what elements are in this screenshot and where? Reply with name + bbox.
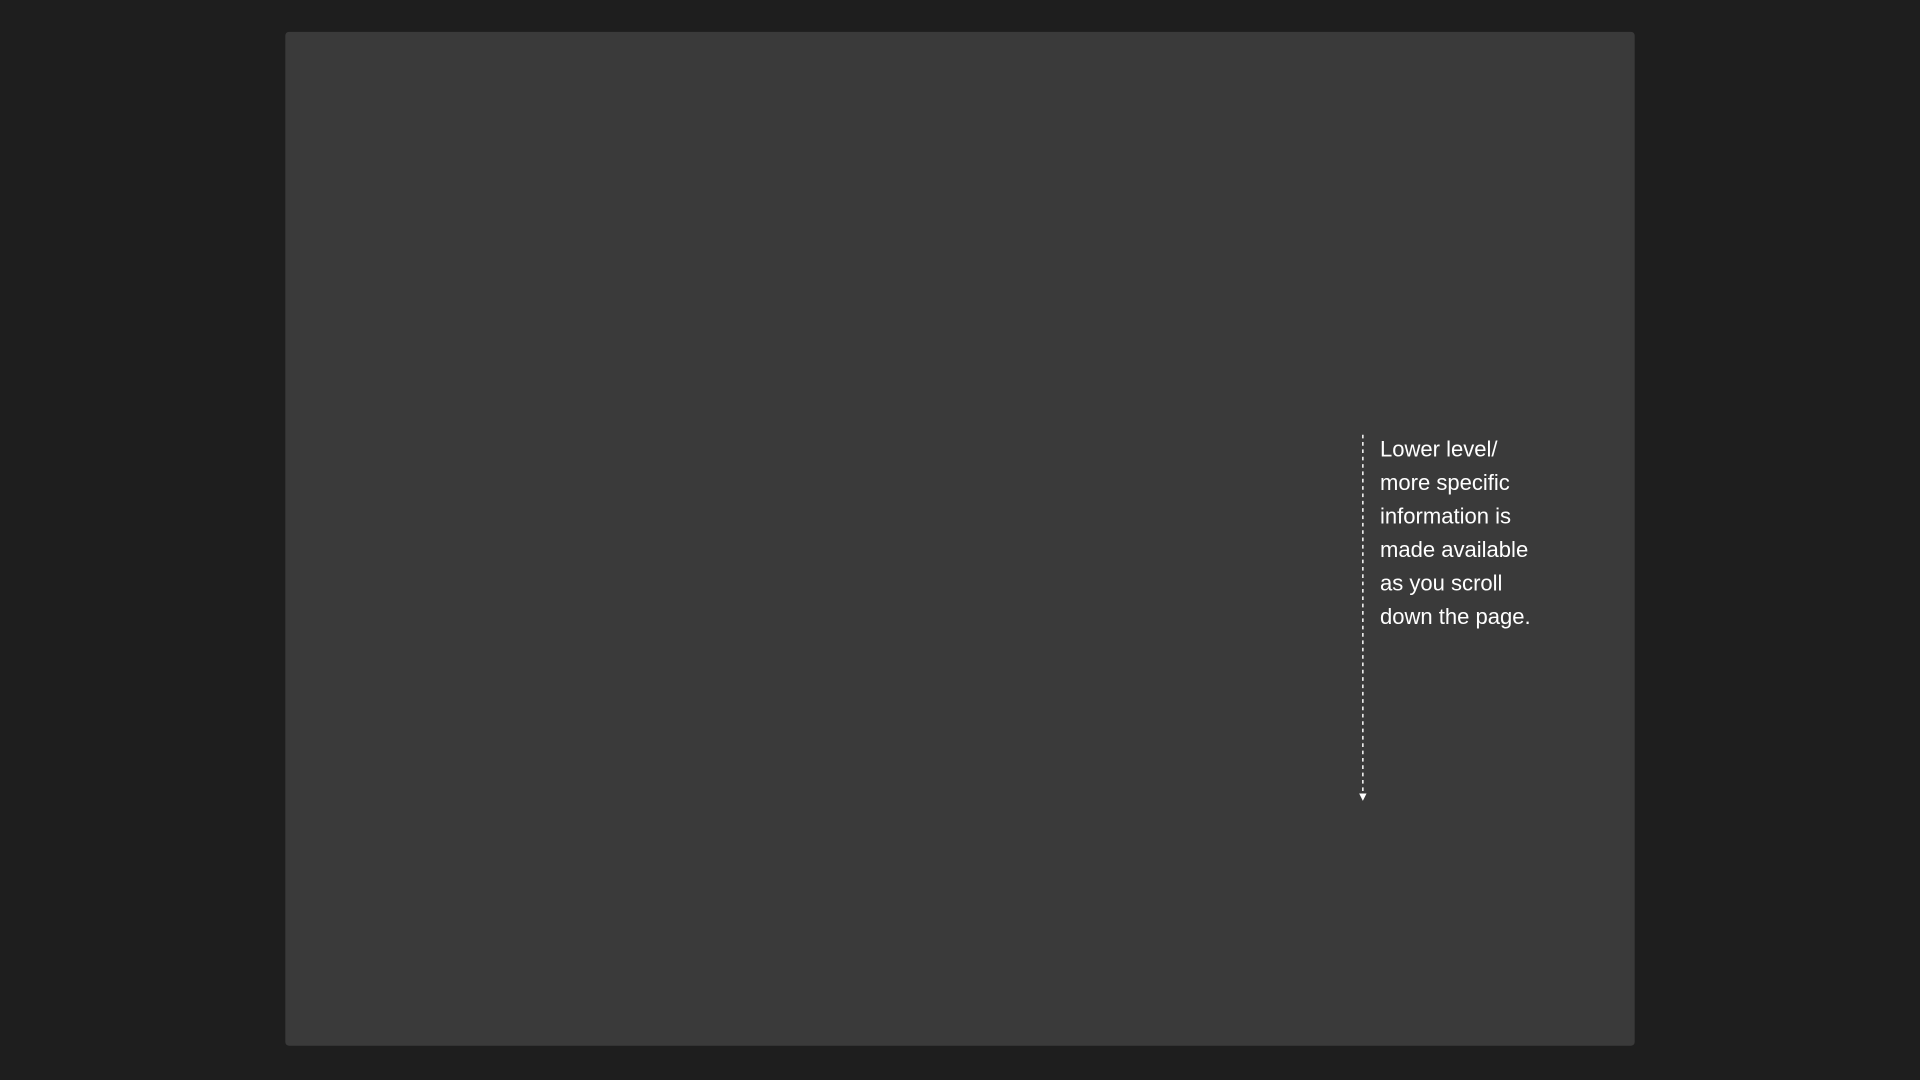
annotation-area: Lower level/more specific information is m…	[1359, 434, 1531, 801]
annotation-text: as you scroll	[1380, 571, 1502, 596]
annotation-text: information is	[1380, 504, 1511, 529]
annotation-text: made available	[1380, 537, 1528, 562]
annotation-text: down the page.	[1380, 604, 1531, 629]
annotation-text: Lower level/	[1380, 436, 1498, 461]
scroll-arrow	[1359, 793, 1367, 801]
annotation-text: more specific	[1380, 470, 1510, 495]
